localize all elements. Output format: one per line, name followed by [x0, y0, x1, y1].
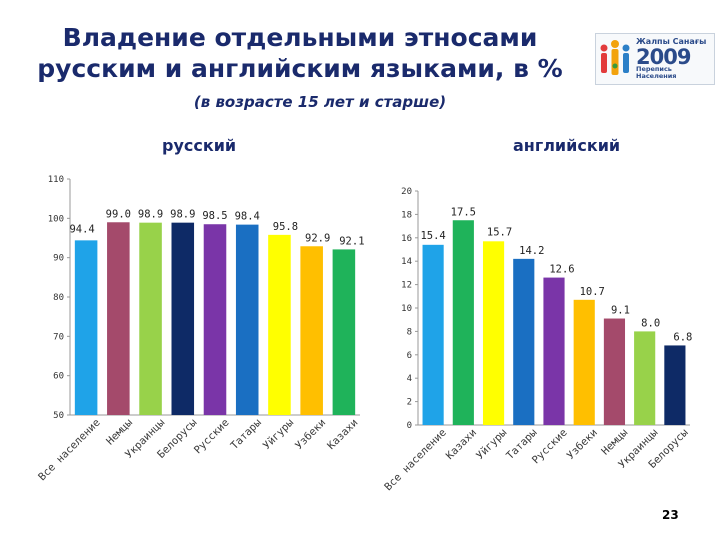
english-bar — [603, 318, 626, 425]
russian-data-label: 98.9 — [170, 209, 195, 221]
english-data-label: 17.5 — [451, 206, 476, 218]
english-y-tick-label: 10 — [401, 304, 412, 314]
russian-category-label: Казахи — [325, 417, 360, 452]
english-bar — [664, 345, 686, 425]
census-logo: Жалпы Санағы 2009 Перепись Населения — [595, 33, 715, 85]
russian-data-label: 99.0 — [106, 208, 131, 220]
english-data-label: 14.2 — [519, 245, 544, 257]
russian-category-label: Татары — [229, 417, 264, 452]
russian-category-label: Уйгуры — [261, 417, 296, 452]
english-category-label: Все население — [382, 427, 449, 494]
russian-language-chart: 50 60 70 80 90 100 110 94.4 Все население 99.0 Нем… — [36, 175, 364, 483]
english-data-label: 15.4 — [420, 230, 445, 242]
english-chart-title: английский — [513, 136, 621, 155]
russian-data-label: 92.1 — [339, 235, 364, 247]
english-y-tick-label: 16 — [401, 234, 412, 244]
english-y-tick-label: 20 — [401, 187, 412, 197]
russian-y-tick-label: 80 — [53, 293, 64, 303]
english-data-label: 12.6 — [549, 264, 574, 276]
russian-bar — [74, 240, 98, 415]
russian-y-tick-label: 110 — [48, 175, 64, 185]
logo-text-line-a: Перепись — [636, 65, 672, 73]
russian-bar — [203, 224, 227, 415]
english-bar — [513, 258, 535, 425]
english-category-label: Узбеки — [565, 427, 600, 462]
russian-bar — [332, 249, 356, 415]
russian-bar — [107, 222, 130, 415]
logo-text-line-b: Населения — [636, 72, 677, 80]
russian-data-label: 98.9 — [138, 209, 163, 221]
english-bar — [482, 241, 505, 425]
logo-year: 2009 — [636, 45, 691, 69]
english-bar — [422, 244, 444, 425]
logo-text-russian: Перепись Населения — [636, 66, 676, 80]
english-y-tick-label: 14 — [401, 257, 412, 267]
logo-text-kazakh: Жалпы Санағы — [636, 37, 707, 46]
russian-data-label: 94.4 — [69, 223, 94, 235]
russian-y-tick-label: 90 — [53, 254, 64, 264]
english-bar — [634, 331, 656, 425]
russian-y-tick-label: 70 — [53, 332, 64, 342]
russian-bar — [300, 246, 323, 415]
russian-bar — [139, 222, 162, 415]
census-people-icon — [600, 40, 630, 75]
english-category-label: Уйгуры — [474, 427, 509, 462]
english-data-label: 6.8 — [673, 331, 692, 343]
english-data-label: 9.1 — [611, 305, 630, 317]
english-category-label: Казахи — [444, 427, 479, 462]
english-y-tick-label: 8 — [407, 327, 412, 337]
russian-y-tick-label: 100 — [48, 214, 64, 224]
russian-bar — [268, 234, 291, 415]
english-bar — [573, 299, 595, 425]
slide-title: Владение отдельными этносами русским и а… — [20, 22, 580, 84]
english-y-tick-label: 6 — [407, 351, 412, 361]
english-data-label: 15.7 — [487, 226, 512, 238]
russian-y-tick-label: 50 — [53, 411, 64, 421]
russian-data-label: 98.4 — [235, 211, 260, 223]
english-y-tick-label: 0 — [407, 421, 412, 431]
english-data-label: 8.0 — [641, 317, 660, 329]
english-bar — [543, 277, 565, 425]
russian-data-label: 95.8 — [273, 221, 298, 233]
russian-category-label: Русские — [192, 417, 232, 457]
english-y-tick-label: 4 — [407, 374, 412, 384]
english-data-label: 10.7 — [580, 286, 605, 298]
english-y-tick-label: 2 — [407, 398, 412, 408]
english-y-tick-label: 18 — [401, 210, 412, 220]
slide-title-line-1: Владение отдельными этносами — [62, 23, 538, 52]
russian-category-label: Узбеки — [293, 417, 328, 452]
russian-category-label: Немцы — [104, 417, 135, 448]
russian-bar — [235, 224, 259, 415]
english-y-tick-label: 12 — [401, 281, 412, 291]
english-bar — [452, 220, 474, 425]
russian-chart-title: русский — [162, 136, 237, 155]
russian-bar — [171, 222, 195, 415]
slide-subtitle: (в возрасте 15 лет и старше) — [193, 93, 447, 111]
slide-title-line-2: русским и английским языками, в % — [37, 54, 563, 83]
english-language-chart: 0 2 4 6 8 10 12 14 16 18 20 15.4 Все население 17.5 Ка… — [382, 187, 692, 493]
russian-data-label: 92.9 — [305, 232, 330, 244]
russian-y-tick-label: 60 — [53, 372, 64, 382]
russian-data-label: 98.5 — [202, 210, 227, 222]
russian-category-label: Все население — [36, 417, 103, 484]
page-number: 23 — [662, 508, 679, 522]
